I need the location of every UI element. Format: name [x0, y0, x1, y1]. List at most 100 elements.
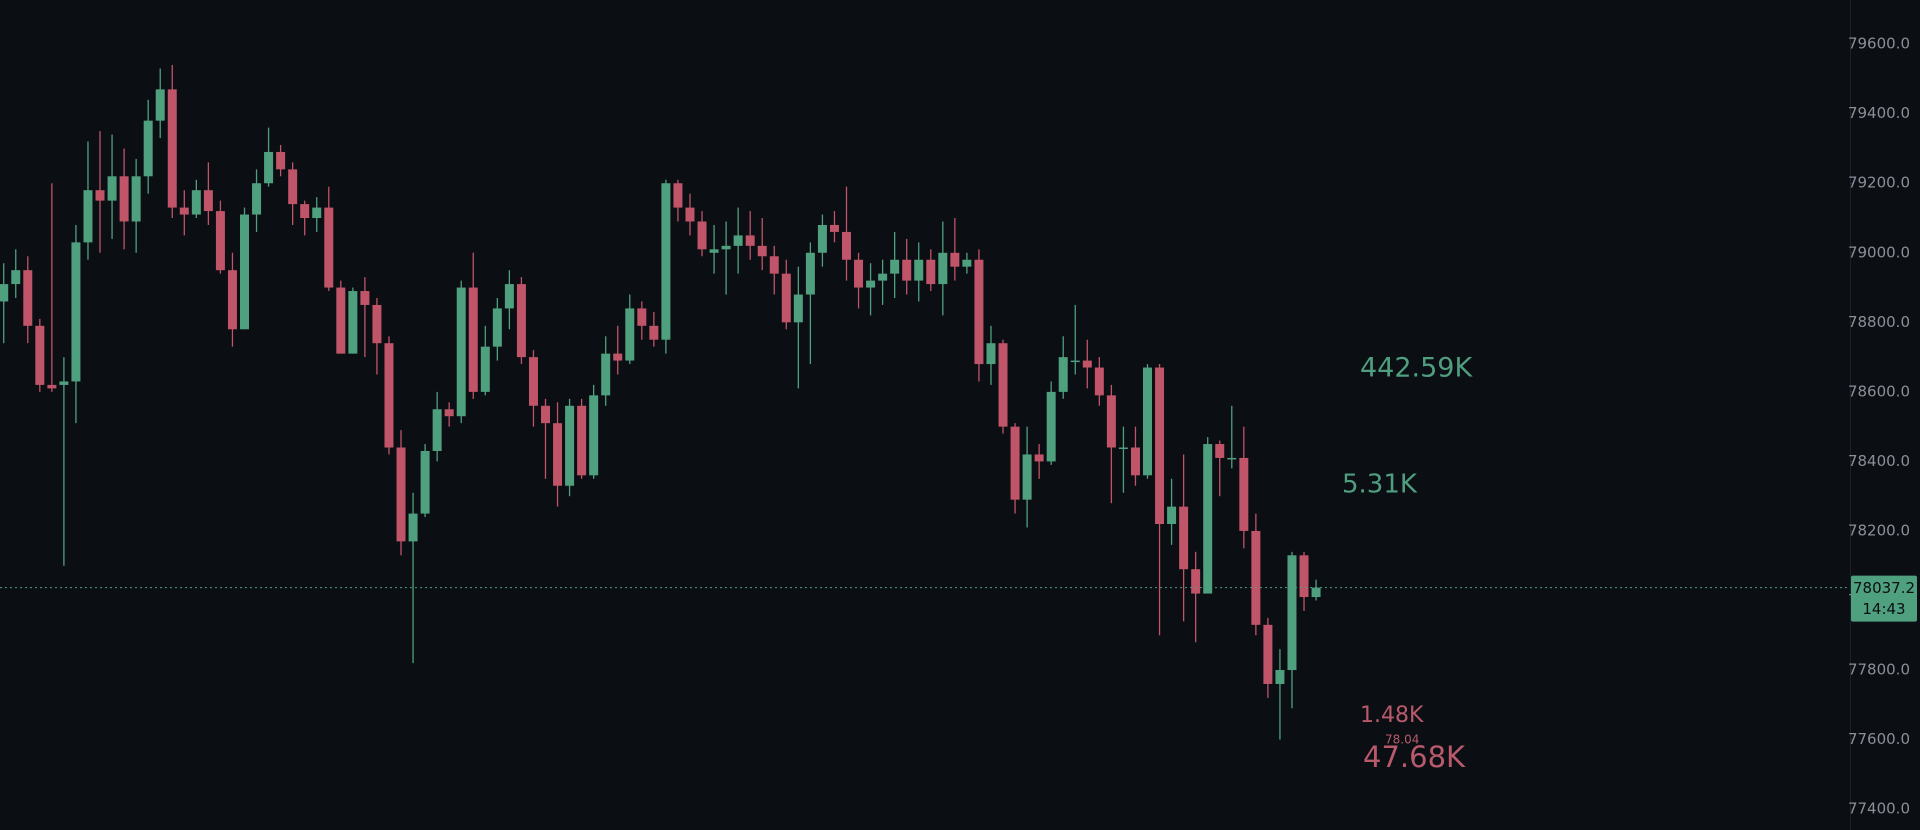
candle-body [1034, 454, 1044, 462]
candle-body [1311, 587, 1321, 598]
annotation: 47.68K [1363, 740, 1466, 774]
y-tick-label: 78600.0 [1848, 382, 1910, 400]
candle-body [553, 423, 563, 486]
candle-body [757, 245, 767, 257]
candle-body [11, 270, 21, 285]
candle-body [131, 176, 141, 222]
candle-body [962, 259, 972, 267]
candle-body [444, 409, 454, 417]
annotation: 78.04 [1385, 733, 1419, 747]
candle-body [384, 343, 394, 448]
candle-body [203, 190, 213, 212]
candle-body [1227, 457, 1237, 460]
candle-body [372, 304, 382, 344]
candle-body [516, 284, 526, 358]
candle-body [914, 259, 924, 281]
candle-body [1275, 670, 1285, 684]
candle-body [348, 291, 358, 354]
candle-body [408, 513, 418, 542]
candle-body [938, 252, 948, 285]
candle-body [1082, 360, 1092, 368]
candle-body [23, 270, 33, 326]
candle-body [1106, 395, 1116, 448]
candle-body [300, 204, 310, 219]
candle-body [480, 346, 490, 392]
candle-body [107, 176, 117, 201]
candle-body [1155, 367, 1165, 525]
candle-body [817, 224, 827, 253]
candle-body [685, 207, 695, 222]
candle-body [360, 291, 370, 305]
candle-body [1179, 506, 1189, 570]
last-price-label: 78037.2 [1853, 579, 1915, 597]
candle-body [769, 256, 779, 274]
candle-body [1058, 357, 1068, 392]
annotation: 5.31K [1342, 470, 1418, 500]
candle-body [252, 183, 262, 215]
y-tick-label: 79200.0 [1848, 174, 1910, 192]
candle-body [264, 151, 274, 184]
candle-body [1299, 555, 1309, 598]
candle-body [312, 207, 322, 219]
candle-body [215, 211, 225, 271]
candle-body [577, 405, 587, 476]
candle-body [902, 259, 912, 281]
candle-body [1263, 624, 1273, 684]
candle-body [504, 284, 514, 309]
candle-body [673, 183, 683, 208]
candle-body [926, 259, 936, 285]
candle-body [1203, 444, 1213, 594]
candle-body [829, 224, 839, 232]
annotation: 442.59K [1360, 353, 1473, 384]
candle-body [842, 231, 851, 260]
y-tick-label: 79400.0 [1848, 104, 1910, 122]
candle-body [528, 357, 538, 406]
candle-body [288, 169, 298, 205]
candle-body [1143, 367, 1152, 476]
candle-body [1010, 426, 1020, 500]
candle-body [781, 273, 791, 323]
candle-body [143, 120, 153, 177]
candle-body [47, 384, 57, 389]
candle-body [613, 353, 623, 361]
candle-body [492, 308, 502, 347]
candle-body [1046, 391, 1056, 462]
y-tick-label: 77600.0 [1848, 730, 1910, 748]
candle-body [420, 450, 430, 514]
candle-body [1070, 360, 1080, 363]
candle-body [709, 249, 719, 253]
candle-body [625, 308, 635, 361]
candle-body [890, 259, 900, 274]
candle-body [71, 242, 81, 382]
candle-body [793, 294, 803, 323]
candle-body [1215, 444, 1225, 458]
candle-body [661, 183, 671, 340]
candle-body [179, 207, 189, 215]
candle-body [541, 405, 550, 424]
candle-body [1191, 569, 1201, 594]
candle-body [336, 287, 346, 354]
candle-body [1167, 506, 1177, 525]
annotation: 1.48K [1360, 703, 1424, 728]
countdown-label: 14:43 [1862, 600, 1905, 618]
candle-body [745, 235, 755, 246]
y-tick-label: 78400.0 [1848, 452, 1910, 470]
candle-body [468, 287, 478, 392]
candle-body [0, 284, 9, 302]
candle-body [986, 343, 996, 365]
candle-body [721, 245, 731, 250]
y-tick-label: 77800.0 [1848, 661, 1910, 679]
candle-body [637, 308, 647, 326]
candle-body [805, 252, 815, 295]
candle-body [396, 447, 406, 542]
candle-body [240, 214, 249, 330]
candle-body [191, 190, 201, 215]
candle-body [167, 89, 177, 208]
candle-body [119, 176, 129, 222]
candle-body [1239, 457, 1249, 531]
candle-body [227, 270, 237, 330]
candle-body [733, 235, 743, 246]
y-tick-label: 79600.0 [1848, 35, 1910, 53]
candle-body [998, 343, 1008, 427]
